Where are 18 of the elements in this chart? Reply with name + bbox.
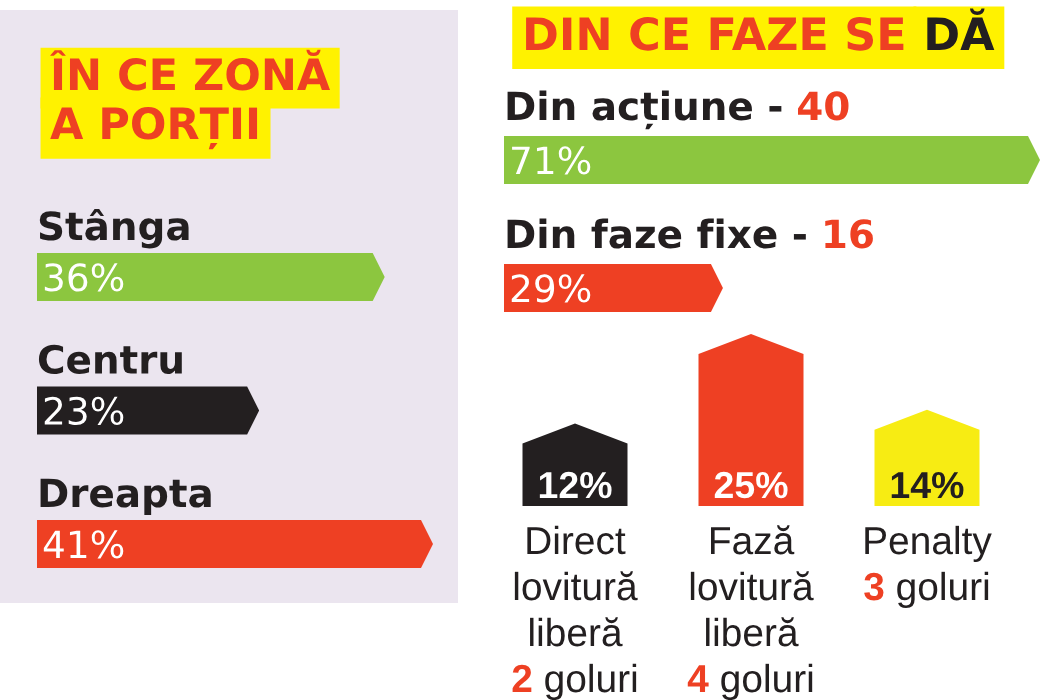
x-tick-label: Penalty 3 goluri [864,525,992,609]
data-label: 71% [512,146,591,175]
data-label: 36% [44,263,124,292]
data-label: 25% [714,471,788,499]
y-tick-label: Din faze fixe - 16 [507,218,873,249]
y-tick-label: Din acțiune - 40 [507,90,849,130]
x-tick-label: Direct lovitură liberă 2 goluri [512,525,638,700]
data-label: 29% [511,274,591,303]
y-tick-label: Centru [38,344,182,375]
y-tick-label: Dreapta [40,478,211,516]
data-label: 12% [539,471,612,499]
x-tick-label: Fază lovitură liberă 4 goluri [687,525,814,700]
chart-title: ÎN CE ZONĂ A PORȚII [50,49,331,150]
chart-title: DIN CE FAZE SE DĂ [526,8,995,51]
y-tick-label: Stânga [39,208,189,249]
data-label: 14% [891,471,964,499]
data-label: 41% [43,530,124,559]
data-label: 23% [44,396,124,426]
